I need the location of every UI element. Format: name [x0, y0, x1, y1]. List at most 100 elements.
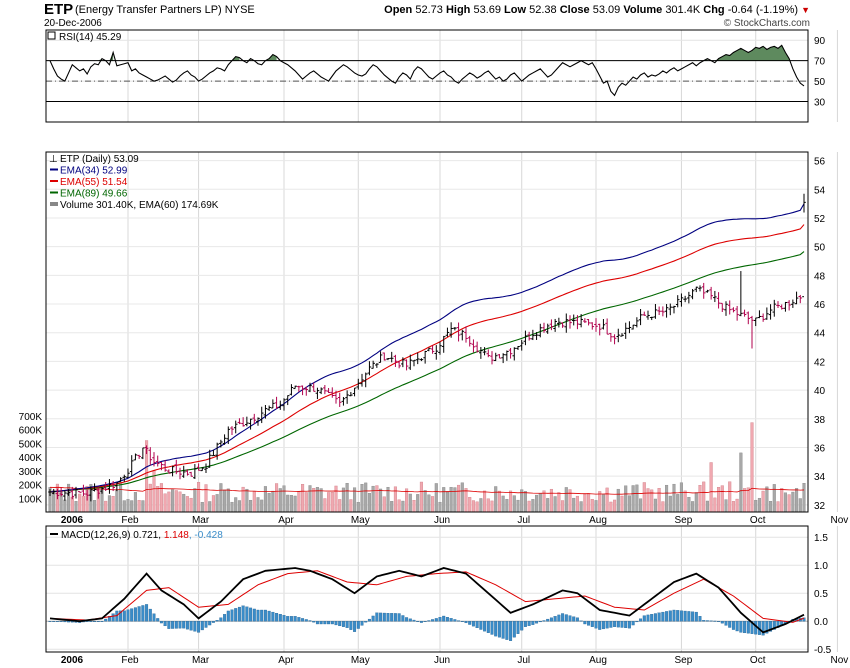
volume-bar	[260, 499, 264, 513]
macd-histogram-bar	[705, 620, 709, 622]
volume-bar	[657, 488, 661, 513]
volume-bar	[416, 494, 420, 513]
volume-bar	[724, 499, 728, 513]
volume-bar	[204, 484, 208, 513]
macd-month-label: May	[351, 655, 370, 666]
macd-histogram-bar	[475, 621, 479, 629]
macd-histogram-bar	[457, 620, 461, 622]
rsi-overbought-fill	[98, 45, 790, 61]
chg-label: Chg	[703, 4, 725, 16]
volume-bar	[590, 499, 594, 513]
volume-bar	[802, 483, 806, 513]
macd-month-label: Apr	[278, 655, 294, 666]
volume-bar	[720, 485, 724, 513]
volume-bar	[130, 500, 134, 513]
volume-bar	[549, 488, 553, 513]
macd-histogram-bar	[386, 613, 390, 622]
volume-bar	[223, 489, 227, 513]
macd-histogram-bar	[301, 618, 305, 622]
macd-histogram-bar	[371, 615, 375, 622]
macd-histogram-bar	[505, 621, 509, 640]
price-legend-label: EMA(55) 51.54	[60, 177, 128, 188]
macd-histogram-bar	[549, 617, 553, 622]
macd-histogram-bar	[237, 606, 241, 622]
volume-bar	[538, 493, 542, 513]
macd-histogram-bar	[419, 621, 423, 623]
macd-histogram-bar	[568, 615, 572, 622]
volume-bar	[750, 422, 754, 513]
volume-bar	[185, 496, 189, 513]
price-legend-label: Volume 301.40K, EMA(60) 174.69K	[60, 200, 219, 211]
volume-bar	[787, 494, 791, 513]
volume-bar	[330, 492, 334, 513]
volume-bar	[200, 502, 204, 513]
macd-histogram-bar	[717, 621, 721, 622]
macd-histogram-bar	[431, 619, 435, 622]
volume-bar	[594, 500, 598, 513]
macd-histogram-bar	[304, 619, 308, 622]
macd-histogram-bar	[468, 621, 472, 625]
ema89-line	[49, 251, 805, 493]
volume-bar	[137, 500, 141, 513]
volume-bar	[215, 494, 219, 513]
macd-histogram-bar	[200, 621, 204, 631]
macd-histogram-bar	[535, 621, 539, 624]
volume-bar	[193, 488, 197, 513]
volume-tick-label: 300K	[19, 467, 43, 478]
volume-bar	[601, 494, 605, 513]
macd-histogram-bar	[55, 621, 59, 622]
volume-bar	[208, 501, 212, 513]
macd-histogram-bar	[293, 616, 297, 622]
macd-histogram-bar	[327, 621, 331, 625]
macd-histogram-bar	[642, 615, 646, 622]
macd-histogram-bar	[208, 621, 212, 626]
macd-month-label: Oct	[750, 655, 766, 666]
macd-histogram-bar	[627, 621, 631, 629]
macd-histogram-bar	[679, 610, 683, 622]
price-tick-label: 42	[814, 357, 826, 368]
volume-bar	[713, 497, 717, 513]
macd-histogram-bar	[360, 621, 364, 626]
volume-bar	[505, 499, 509, 513]
macd-histogram-bar	[245, 606, 249, 622]
volume-bar	[780, 488, 784, 513]
volume-bar	[249, 499, 253, 513]
volume-bar	[349, 499, 353, 513]
volume-bar	[356, 502, 360, 513]
volume-bar	[672, 483, 676, 513]
macd-tick-label: 0.0	[814, 617, 828, 628]
macd-tick-label: -0.5	[814, 645, 832, 656]
macd-histogram-bar	[334, 621, 338, 626]
macd-histogram-bar	[174, 621, 178, 629]
volume-bar	[765, 486, 769, 513]
macd-histogram-bar	[575, 617, 579, 622]
rsi-tick-label: 50	[814, 77, 826, 88]
volume-bar	[178, 491, 182, 513]
macd-histogram-bar	[672, 609, 676, 622]
macd-histogram-bar	[393, 613, 397, 622]
price-month-label: Feb	[121, 515, 139, 526]
macd-histogram-bar	[345, 621, 349, 628]
macd-histogram-bar	[479, 621, 483, 630]
macd-legend-label: MACD(12,26,9) 0.721, 1.148, -0.428	[61, 530, 223, 541]
rsi-tick-label: 90	[814, 36, 826, 47]
macd-histogram-bar	[691, 611, 695, 622]
macd-histogram-bar	[687, 611, 691, 622]
macd-histogram-bar	[67, 621, 71, 623]
macd-histogram-bar	[639, 618, 643, 622]
macd-histogram-bar	[598, 621, 602, 630]
volume-bar	[286, 494, 290, 513]
macd-histogram-bar	[538, 621, 542, 623]
volume-bar	[449, 487, 453, 513]
volume-bar	[119, 482, 123, 513]
volume-bar	[319, 488, 323, 513]
volume-bar	[757, 497, 761, 513]
volume-bar	[509, 490, 513, 513]
price-tick-label: 52	[814, 214, 826, 225]
macd-line	[49, 567, 805, 634]
macd-histogram-bar	[735, 621, 739, 632]
macd-histogram-bar	[572, 616, 576, 622]
volume-tick-label: 600K	[19, 426, 43, 437]
volume-bar	[234, 497, 238, 513]
volume-bar	[624, 485, 628, 513]
